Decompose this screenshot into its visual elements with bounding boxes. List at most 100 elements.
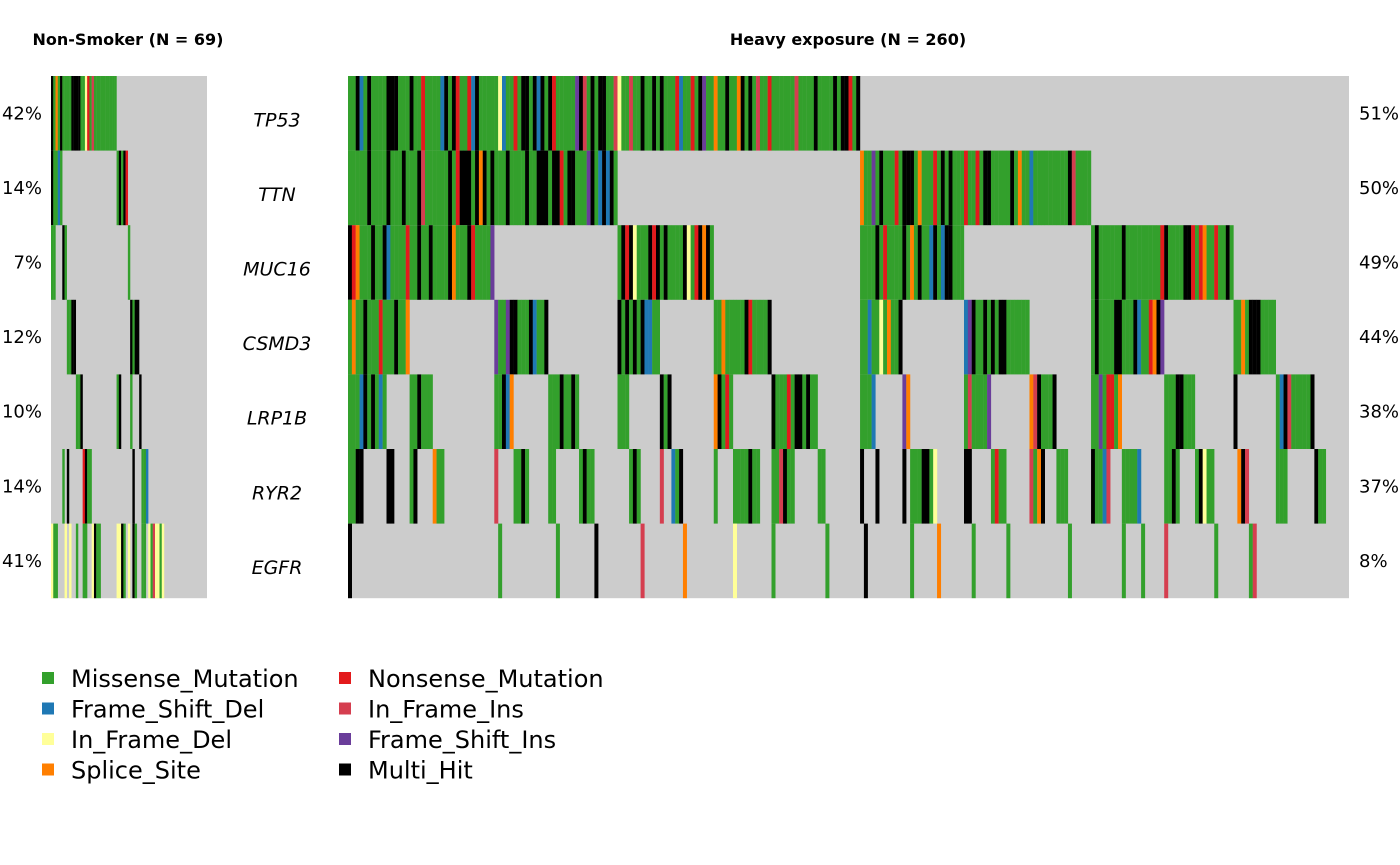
mutation-cell (871, 299, 876, 375)
mutation-cell (421, 225, 426, 300)
mutation-cell (374, 76, 379, 151)
mutation-cell (141, 523, 144, 599)
mutation-cell (1287, 374, 1292, 449)
mutation-cell (663, 374, 668, 449)
mutation-cell (1152, 299, 1157, 375)
mutation-cell (863, 299, 868, 375)
mutation-cell (1125, 449, 1130, 524)
mutation-cell (64, 225, 67, 300)
mutation-cell (713, 76, 718, 151)
mutation-cell (929, 449, 934, 524)
mutation-cell (73, 76, 77, 151)
mutation-cell (1156, 299, 1161, 375)
mutation-cell (60, 150, 63, 226)
mutation-cell (632, 299, 637, 375)
mutation-cell (625, 299, 630, 375)
mutation-cell (498, 150, 503, 226)
mutation-cell (833, 76, 838, 151)
mutation-cell (1094, 449, 1099, 524)
mutation-cell (486, 225, 491, 300)
mutation-cell (440, 225, 445, 300)
legend-label: Frame_Shift_Del (71, 696, 264, 724)
mutation-cell (394, 299, 399, 375)
mutation-cell (921, 449, 926, 524)
mutation-cell (821, 449, 826, 524)
mutation-cell (1110, 299, 1115, 375)
mutation-cell (690, 76, 695, 151)
mutation-cell (621, 225, 626, 300)
mutation-cell (528, 76, 533, 151)
mutation-cell (75, 374, 79, 449)
mutation-cell (367, 374, 372, 449)
mutation-cell (867, 374, 872, 449)
mutation-cell (983, 150, 988, 226)
mutation-cell (455, 150, 460, 226)
mutation-cell (371, 374, 376, 449)
mutation-cell (132, 523, 135, 599)
legend-label: In_Frame_Del (71, 726, 232, 754)
percent-label: 37% (1359, 476, 1399, 497)
mutation-cell (62, 449, 65, 524)
mutation-cell (482, 225, 487, 300)
mutation-cell (725, 76, 730, 151)
mutation-cell (709, 76, 714, 151)
mutation-cell (729, 374, 734, 449)
percent-label: 8% (1359, 551, 1388, 572)
mutation-cell (367, 76, 372, 151)
mutation-cell (1175, 225, 1180, 300)
mutation-cell (659, 449, 664, 524)
legend-swatch (339, 763, 351, 776)
mutation-cell (75, 523, 79, 599)
mutation-cell (152, 523, 156, 599)
mutation-cell (1110, 225, 1115, 300)
mutation-cell (967, 150, 972, 226)
mutation-cell (1010, 150, 1015, 226)
mutation-cell (436, 225, 441, 300)
mutation-cell (944, 225, 949, 300)
mutation-cell (887, 225, 891, 300)
mutation-cell (521, 299, 526, 375)
legend-label: Nonsense_Mutation (368, 665, 604, 693)
mutation-cell (409, 225, 414, 300)
mutation-cell (482, 76, 487, 151)
mutation-cell (779, 374, 784, 449)
mutation-cell (1164, 523, 1169, 599)
mutation-cell (940, 150, 945, 226)
mutation-cell (1048, 150, 1053, 226)
panel-heavy-exposure: Heavy exposure (N = 260) 51% 50% 49% 44% 38% 3… (348, 30, 1399, 599)
mutation-cell (1098, 225, 1103, 300)
mutation-cell (702, 225, 707, 300)
mutation-cell (967, 374, 972, 449)
mutation-cell (1094, 225, 1099, 300)
mutation-cell (498, 76, 503, 151)
mutation-cell (55, 76, 58, 151)
mutation-cell (813, 374, 818, 449)
mutation-cell (84, 523, 88, 599)
mutation-cell (80, 374, 83, 449)
mutation-cell (652, 225, 657, 300)
mutation-cell (517, 150, 522, 226)
mutation-cell (971, 523, 976, 599)
mutation-cell (57, 76, 61, 151)
mutation-cell (513, 150, 518, 226)
mutation-cell (1171, 374, 1176, 449)
mutation-cell (1129, 299, 1134, 375)
mutation-cell (748, 76, 753, 151)
mutation-cell (948, 150, 953, 226)
mutation-cell (829, 76, 834, 151)
mutation-cell (432, 76, 437, 151)
mutation-cell (640, 299, 645, 375)
mutation-cell (555, 150, 560, 226)
mutation-cell (1037, 150, 1042, 226)
mutation-cell (629, 76, 634, 151)
legend-item: Frame_Shift_Del (42, 696, 264, 724)
mutation-cell (1114, 225, 1119, 300)
mutation-cell (1102, 225, 1107, 300)
percent-label: 49% (1359, 253, 1399, 274)
mutation-cell (378, 150, 383, 226)
mutation-cell (417, 374, 422, 449)
legend-item: Splice_Site (42, 757, 201, 785)
mutation-cell (990, 449, 995, 524)
mutation-cell (494, 299, 499, 375)
mutation-cell (363, 374, 368, 449)
